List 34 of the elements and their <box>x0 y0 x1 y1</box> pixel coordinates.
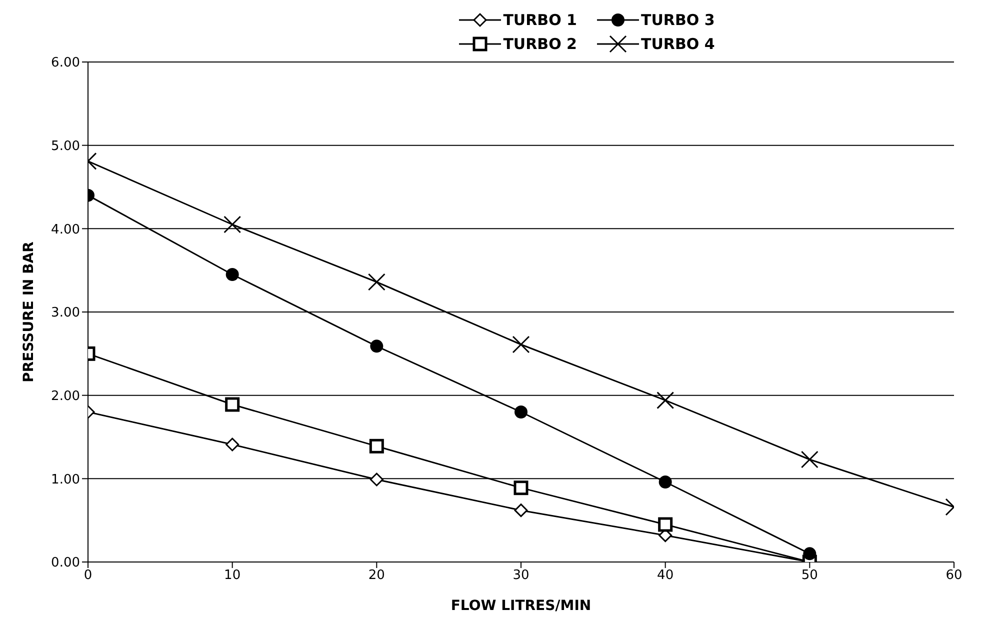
point <box>224 216 242 234</box>
point <box>369 438 384 454</box>
point <box>514 406 528 418</box>
legend-label: TURBO 4 <box>641 35 715 53</box>
point <box>370 340 384 353</box>
point <box>512 336 530 354</box>
point <box>658 476 672 488</box>
x-tick-label: 0 <box>84 568 92 584</box>
x-tick-label: 10 <box>224 568 241 584</box>
point <box>658 517 673 532</box>
point <box>368 273 386 291</box>
y-tick-label: 3.00 <box>51 306 80 321</box>
point <box>225 397 240 412</box>
x-tick-label: 30 <box>512 568 530 584</box>
y-tick-label: 5.00 <box>51 138 80 154</box>
legend-label: TURBO 3 <box>641 11 715 29</box>
legend-label: TURBO 1 <box>503 11 577 29</box>
point <box>656 392 674 410</box>
y-tick-label: 6.00 <box>51 56 80 71</box>
y-tick-label: 1.00 <box>51 472 80 488</box>
legend-label: TURBO 2 <box>503 35 577 53</box>
point <box>800 450 818 468</box>
x-tick-label: 40 <box>657 568 674 584</box>
x-axis-title: FLOW LITRES/MIN <box>450 598 592 614</box>
point <box>803 547 816 560</box>
x-tick-label: 50 <box>801 568 818 584</box>
x-tick-label: 60 <box>946 568 962 584</box>
y-tick-label: 2.00 <box>51 388 80 404</box>
y-axis-title: PRESSURE IN BAR <box>20 241 37 382</box>
y-tick-label: 4.00 <box>51 222 80 238</box>
point <box>226 268 239 281</box>
point <box>514 480 528 496</box>
y-tick-label: 0.00 <box>51 556 80 571</box>
x-tick-label: 20 <box>368 568 385 584</box>
